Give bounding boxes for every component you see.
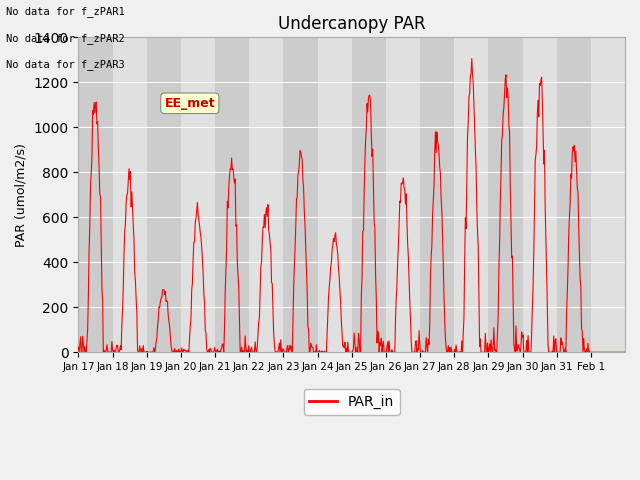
Text: No data for f_zPAR2: No data for f_zPAR2 bbox=[6, 33, 125, 44]
Text: EE_met: EE_met bbox=[164, 97, 215, 110]
Text: No data for f_zPAR1: No data for f_zPAR1 bbox=[6, 6, 125, 17]
Bar bbox=[317, 37, 352, 352]
Title: Undercanopy PAR: Undercanopy PAR bbox=[278, 15, 426, 33]
Bar bbox=[591, 37, 625, 352]
Bar bbox=[79, 37, 113, 352]
Bar bbox=[488, 37, 522, 352]
Bar bbox=[249, 37, 284, 352]
Bar bbox=[284, 37, 317, 352]
Text: No data for f_zPAR3: No data for f_zPAR3 bbox=[6, 59, 125, 70]
Bar bbox=[454, 37, 488, 352]
Bar bbox=[181, 37, 215, 352]
Bar bbox=[557, 37, 591, 352]
Bar bbox=[522, 37, 557, 352]
Legend: PAR_in: PAR_in bbox=[303, 389, 400, 415]
Bar bbox=[147, 37, 181, 352]
Bar bbox=[352, 37, 386, 352]
Bar bbox=[215, 37, 249, 352]
Bar bbox=[386, 37, 420, 352]
Y-axis label: PAR (umol/m2/s): PAR (umol/m2/s) bbox=[15, 143, 28, 247]
Bar bbox=[420, 37, 454, 352]
Bar bbox=[113, 37, 147, 352]
